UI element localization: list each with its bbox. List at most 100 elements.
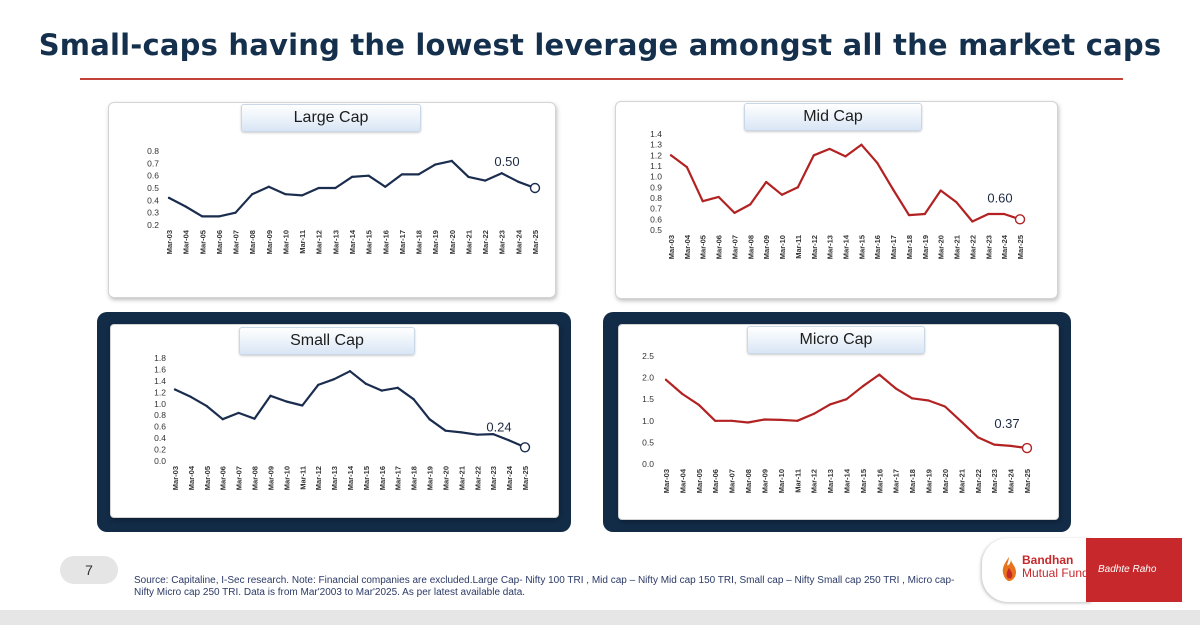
data-point bbox=[434, 163, 437, 166]
end-value-label: 0.37 bbox=[994, 416, 1019, 431]
brand-tagline-band bbox=[1086, 538, 1182, 602]
data-point bbox=[221, 418, 224, 421]
x-tick-label: Mar-15 bbox=[362, 466, 371, 490]
x-tick-label: Mar-03 bbox=[171, 466, 180, 490]
x-tick-label: Mar-03 bbox=[662, 469, 671, 493]
x-tick-label: Mar-04 bbox=[182, 229, 191, 254]
x-tick-label: Mar-17 bbox=[892, 469, 901, 493]
y-tick-label: 0.3 bbox=[147, 208, 159, 218]
data-point bbox=[507, 439, 511, 442]
x-tick-label: Mar-07 bbox=[730, 235, 739, 259]
x-tick-label: Mar-05 bbox=[695, 469, 704, 493]
x-tick-label: Mar-19 bbox=[426, 466, 435, 490]
end-point-marker bbox=[519, 442, 531, 453]
data-point bbox=[943, 405, 947, 408]
data-point bbox=[1003, 212, 1006, 216]
data-point bbox=[955, 201, 958, 204]
x-tick-label: Mar-05 bbox=[699, 235, 708, 259]
data-point bbox=[253, 417, 256, 420]
x-tick-label: Mar-15 bbox=[365, 230, 374, 254]
data-point bbox=[380, 389, 383, 392]
x-tick-label: Mar-17 bbox=[889, 235, 898, 259]
x-tick-label: Mar-07 bbox=[235, 466, 244, 490]
brand-tagline: Badhte Raho bbox=[1098, 564, 1157, 575]
x-tick-label: Mar-16 bbox=[873, 235, 882, 259]
data-point bbox=[685, 165, 688, 169]
data-point bbox=[733, 211, 736, 215]
y-tick-label: 0.9 bbox=[650, 182, 662, 192]
data-point bbox=[876, 161, 879, 164]
chart-panel-small-cap: 0.0 0.2 0.4 0.6 0.8 1.0 1.2 1.4 1.6 1.8 Mar-03 Mar-… bbox=[110, 324, 559, 518]
data-point bbox=[960, 420, 963, 423]
x-tick-label: Mar-18 bbox=[410, 466, 419, 490]
x-tick-label: Mar-25 bbox=[521, 466, 530, 490]
x-tick-label: Mar-20 bbox=[441, 466, 450, 490]
x-tick-label: Mar-06 bbox=[215, 230, 224, 254]
end-value-label: 0.50 bbox=[494, 154, 519, 169]
data-point bbox=[860, 143, 863, 146]
chart-title-small-cap: Small Cap bbox=[239, 327, 415, 355]
x-tick-label: Mar-14 bbox=[843, 468, 852, 493]
x-tick-label: Mar-18 bbox=[905, 235, 914, 259]
y-tick-label: 1.0 bbox=[650, 172, 662, 182]
x-tick-label: Mar-07 bbox=[728, 469, 737, 493]
data-point bbox=[301, 404, 304, 407]
data-point bbox=[1009, 444, 1012, 447]
data-point bbox=[384, 185, 387, 188]
data-point bbox=[939, 189, 942, 192]
y-tick-label: 0.7 bbox=[650, 204, 662, 214]
data-point bbox=[976, 436, 979, 439]
y-tick-label: 0.6 bbox=[154, 422, 166, 432]
x-tick-label: Mar-17 bbox=[398, 230, 407, 254]
end-point-marker bbox=[1021, 442, 1033, 454]
x-tick-label: Mar-22 bbox=[481, 230, 490, 254]
data-point bbox=[251, 193, 254, 196]
brand-subname: Mutual Fund bbox=[1022, 566, 1089, 580]
data-point bbox=[894, 387, 897, 390]
y-tick-label: 1.4 bbox=[650, 129, 662, 139]
x-tick-label: Mar-06 bbox=[715, 235, 724, 259]
chart-small-cap: 0.00.2 0.40.6 0.81.0 1.21.4 1.61.8 Mar-03 Mar-… bbox=[154, 353, 531, 490]
x-tick-label: Mar-21 bbox=[957, 469, 966, 493]
data-point bbox=[217, 215, 221, 218]
x-tick-label: Mar-10 bbox=[281, 230, 290, 254]
x-tick-label: Mar-25 bbox=[1023, 469, 1032, 493]
x-tick-label: Mar-10 bbox=[777, 469, 786, 493]
y-tick-label: 0.8 bbox=[147, 146, 159, 156]
data-point bbox=[812, 412, 815, 415]
x-tick-label: Mar-18 bbox=[908, 469, 917, 493]
brand-logo: Bandhan Mutual Fund Badhte Raho bbox=[982, 538, 1182, 602]
data-point bbox=[467, 175, 470, 178]
chart-title-large-cap: Large Cap bbox=[241, 104, 421, 132]
x-tick-label: Mar-07 bbox=[232, 230, 241, 254]
page-number: 7 bbox=[60, 556, 118, 584]
x-tick-label: Mar-11 bbox=[298, 230, 307, 254]
data-point bbox=[334, 186, 337, 190]
x-tick-label: Mar-19 bbox=[921, 235, 930, 259]
x-tick-label: Mar-23 bbox=[498, 230, 507, 254]
x-tick-label: Mar-20 bbox=[448, 230, 457, 254]
data-point bbox=[517, 180, 520, 183]
x-tick-label: Mar-19 bbox=[925, 469, 934, 493]
y-tick-label: 0.8 bbox=[154, 410, 166, 420]
x-tick-label: Mar-13 bbox=[826, 235, 835, 259]
x-tick-label: Mar-13 bbox=[826, 469, 835, 493]
y-tick-label: 0.2 bbox=[147, 220, 159, 230]
x-tick-label: Mar-05 bbox=[203, 466, 212, 490]
x-tick-label: Mar-24 bbox=[1007, 468, 1016, 493]
x-tick-label: Mar-20 bbox=[941, 469, 950, 493]
data-point bbox=[796, 419, 799, 422]
data-point bbox=[173, 388, 177, 391]
end-point-marker bbox=[1014, 214, 1026, 225]
x-tick-label: Mar-11 bbox=[794, 235, 803, 259]
x-tick-label: Mar-20 bbox=[937, 235, 946, 259]
data-point bbox=[669, 154, 673, 157]
data-point bbox=[971, 220, 974, 223]
x-tick-label: Mar-16 bbox=[381, 230, 390, 254]
x-tick-label: Mar-09 bbox=[762, 235, 771, 259]
x-tick-label: Mar-22 bbox=[473, 466, 482, 490]
data-point bbox=[891, 188, 895, 191]
chart-mid-cap: 0.50.60.70.80.91.01.11.21.31.4 Mar-03 Mar-… bbox=[650, 129, 1026, 259]
data-point bbox=[460, 431, 463, 434]
